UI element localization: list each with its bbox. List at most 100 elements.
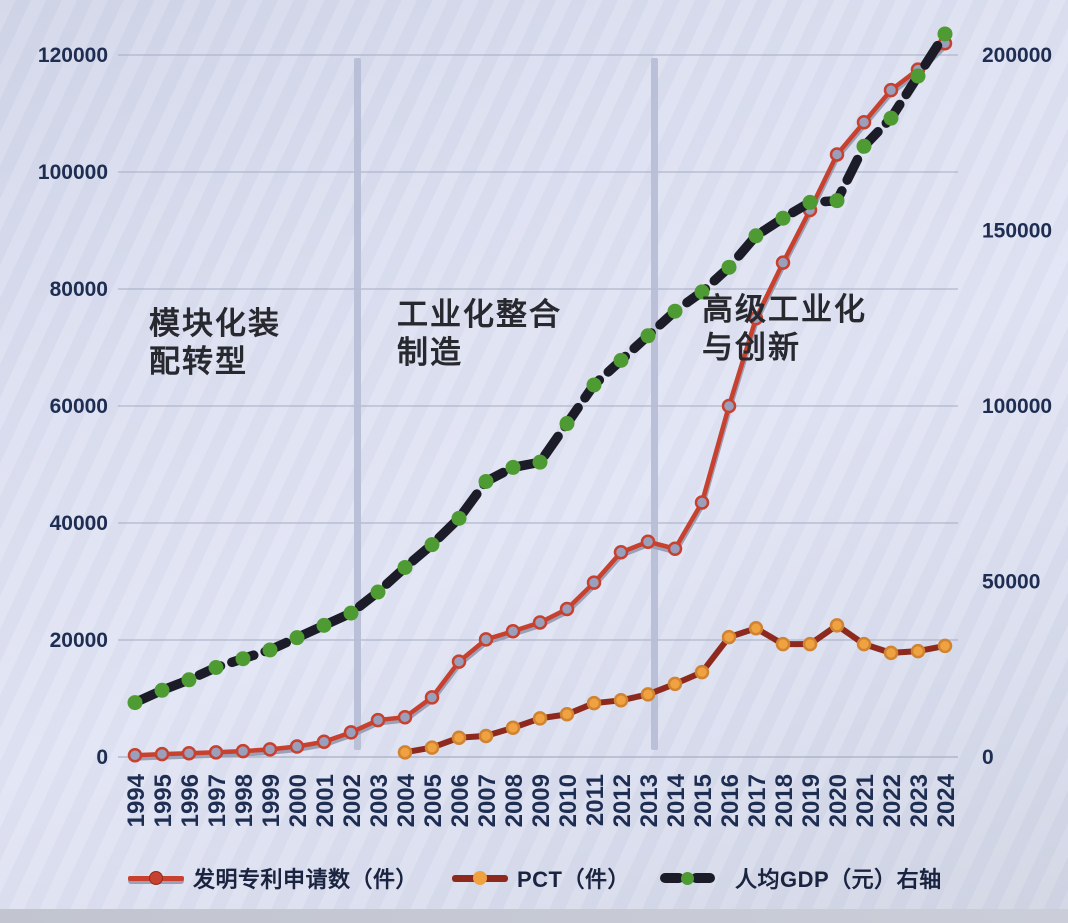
series-2-data-point	[775, 210, 791, 226]
series-0-data-point	[883, 82, 899, 98]
series-1-data-point	[505, 720, 521, 735]
series-0-data-point	[127, 747, 143, 763]
phase-label-line: 与创新	[702, 330, 801, 366]
right-axis-tick-label: 200000	[982, 44, 1052, 67]
series-0-data-point	[262, 742, 278, 757]
x-axis-year-label: 2009	[528, 774, 555, 827]
x-axis-year-label: 2001	[312, 774, 339, 827]
series-2-data-point	[181, 672, 197, 688]
right-axis-tick-label: 150000	[982, 220, 1052, 243]
phase-label-line: 制造	[397, 335, 463, 371]
x-axis-year-label: 2019	[798, 774, 825, 827]
series-1-data-point	[694, 664, 710, 680]
x-axis-year-label: 2013	[636, 774, 663, 827]
series-1-data-point	[775, 636, 791, 652]
series-2-data-point	[559, 416, 575, 432]
x-axis-year-label: 2022	[879, 774, 906, 827]
series-2-data-point	[478, 473, 494, 489]
series-0-data-point	[748, 311, 764, 326]
right-axis-tick-label: 50000	[982, 571, 1040, 594]
series-2-data-point	[505, 459, 521, 475]
series-2-data-point	[748, 228, 764, 244]
series-1-data-point	[802, 636, 818, 652]
phase-label-line: 模块化装	[149, 306, 281, 341]
series-1-data-point	[856, 636, 872, 652]
swatch-marker-dot	[681, 871, 694, 885]
series-0-data-point	[505, 623, 521, 639]
x-axis-year-label: 2011	[582, 774, 609, 826]
series-0-data-point	[721, 398, 737, 414]
phase-label-line: 高级工业化	[702, 292, 867, 327]
phase-label-line: 配转型	[149, 344, 248, 380]
x-axis-year-label: 1996	[177, 774, 204, 827]
phase-divider-bar	[354, 58, 361, 750]
series-2-data-point	[613, 352, 629, 368]
series-0-data-point	[532, 615, 548, 630]
series-0-data-point	[235, 743, 251, 759]
series-0-data-point	[559, 601, 575, 617]
phase-label-advanced-industrialization: 高级工业化 与创新	[702, 291, 867, 368]
series-1-data-point	[829, 618, 845, 633]
x-axis-year-label: 2007	[474, 774, 501, 827]
x-axis-year-label: 2024	[933, 773, 960, 827]
series-2-data-point	[883, 110, 899, 126]
series-2-data-point	[802, 194, 818, 210]
series-2-data-point	[235, 651, 251, 667]
series-2-data-point	[343, 605, 359, 621]
x-axis-year-label: 2012	[609, 774, 636, 827]
phase-label-modular-assembly: 模块化装 配转型	[149, 305, 281, 382]
series-2-data-point	[424, 537, 440, 553]
swatch-dash	[660, 873, 684, 883]
series-0-data-point	[694, 495, 710, 510]
left-axis-tick-label: 20000	[50, 629, 108, 652]
series-1-data-point	[559, 707, 575, 722]
left-axis-tick-label: 0	[96, 746, 108, 769]
series-2-data-point	[127, 695, 143, 711]
x-axis-year-label: 2004	[393, 773, 420, 827]
series-0-data-point	[829, 147, 845, 162]
series-2-data-point	[667, 303, 683, 319]
x-axis-year-label: 1997	[204, 774, 231, 827]
pct-series-swatch-icon	[452, 869, 508, 887]
series-2-data-point	[937, 26, 953, 42]
series-2-data-point	[370, 584, 386, 600]
series-1-data-point	[748, 621, 764, 636]
series-0-data-point	[370, 712, 386, 728]
series-underlay-0	[132, 42, 948, 761]
phase-label-line: 工业化整合	[397, 297, 562, 332]
series-2-data-point	[154, 682, 170, 698]
x-axis-year-label: 1994	[123, 773, 150, 827]
series-0-data-point	[397, 709, 413, 725]
right-axis-tick-label: 100000	[982, 395, 1052, 418]
series-1-data-point	[883, 645, 899, 661]
x-axis-year-label: 1995	[150, 774, 177, 827]
series-0-data-point	[775, 255, 791, 270]
x-axis-year-label: 2016	[717, 774, 744, 827]
legend-item-patent: 发明专利申请数（件）	[128, 856, 418, 900]
series-0-data-point	[424, 690, 440, 705]
series-2-data-point	[289, 630, 305, 646]
series-0-data-point	[316, 734, 332, 750]
series-2-data-point	[262, 642, 278, 658]
series-2-data-point	[910, 68, 926, 84]
series-1-data-point	[640, 687, 656, 702]
x-axis-year-label: 2023	[906, 774, 933, 827]
series-1-data-point	[586, 695, 602, 711]
series-0-data-point	[640, 534, 656, 549]
x-axis-year-label: 1999	[258, 774, 285, 827]
series-0-data-point	[586, 575, 602, 590]
series-2-data-point	[451, 510, 467, 526]
series-0-data-point	[856, 115, 872, 130]
legend-label-gdp: 人均GDP（元）右轴	[735, 867, 942, 892]
left-axis-tick-label: 100000	[38, 161, 108, 184]
x-axis-year-label: 2010	[555, 774, 582, 827]
series-0-data-point	[667, 541, 683, 556]
series-2-data-point	[208, 659, 224, 675]
series-2-data-point	[397, 559, 413, 575]
series-0-data-point	[208, 745, 224, 760]
series-0-data-point	[343, 725, 359, 740]
left-axis-tick-label: 120000	[38, 44, 108, 67]
series-2-data-point	[640, 328, 656, 344]
series-1-data-point	[667, 676, 683, 692]
